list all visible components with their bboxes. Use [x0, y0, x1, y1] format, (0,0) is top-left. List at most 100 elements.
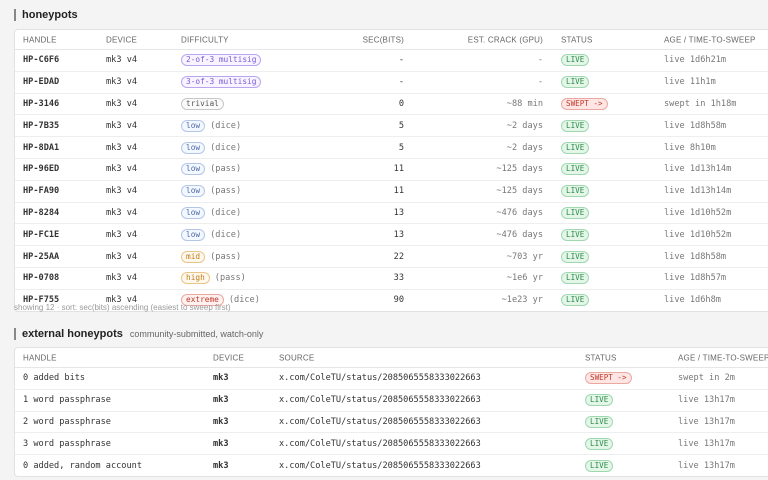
table-row[interactable]: HP-3146 mk3 v4 trivial 0 ~88 min SWEPT -> swep…	[15, 94, 768, 116]
col-sec-bits[interactable]: SEC(BITS)	[362, 35, 404, 44]
table-row[interactable]: 1 word passphrase mk3 x.com/ColeTU/status/…	[15, 390, 768, 412]
row-handle: HP-EDAD	[23, 77, 60, 88]
row-sec-bits: 11	[393, 164, 404, 175]
ext-col-age[interactable]: AGE / TIME-TO-SWEEP	[678, 353, 768, 362]
ext-row-status: LIVE	[585, 415, 614, 428]
ext-row-source-link[interactable]: x.com/ColeTU/status/2085065558333022663	[279, 373, 481, 384]
table-row[interactable]: HP-8DA1 mk3 v4 low (dice) 5 ~2 days LIVE live 8…	[15, 137, 768, 159]
row-age: swept in 1h18m	[664, 98, 737, 109]
ext-col-device[interactable]: DEVICE	[213, 353, 244, 362]
status-badge-live: LIVE	[561, 206, 590, 219]
table-row[interactable]: 0 added, random account mk3 x.com/ColeTU/s…	[15, 455, 768, 476]
row-handle: HP-F755	[23, 295, 60, 306]
row-device: mk3 v4	[106, 295, 138, 306]
table-row[interactable]: HP-F755 mk3 v4 extreme (dice) 90 ~1e23 yr LIVE…	[15, 290, 768, 311]
row-age: live 1d8h57m	[664, 273, 727, 284]
table-row[interactable]: HP-FC1E mk3 v4 low (dice) 13 ~476 days LIVE liv…	[15, 224, 768, 247]
table-row[interactable]: 0 added bits mk3 x.com/ColeTU/status/20850…	[15, 368, 768, 390]
row-age: live 1d8h58m	[664, 251, 727, 262]
row-handle: HP-FC1E	[23, 229, 60, 240]
difficulty-badge: 3-of-3 multisig	[181, 76, 262, 89]
status-badge-live: LIVE	[561, 272, 590, 285]
table-row[interactable]: HP-EDAD mk3 v4 3-of-3 multisig - - LIVE live 1…	[15, 72, 768, 94]
ext-row-source-link[interactable]: x.com/ColeTU/status/2085065558333022663	[279, 395, 481, 406]
ext-row-source-link[interactable]: x.com/ColeTU/status/2085065558333022663	[279, 460, 481, 471]
row-handle: HP-8284	[23, 207, 60, 218]
ext-row-age: live 13h17m	[678, 416, 735, 427]
table-row[interactable]: HP-FA90 mk3 v4 low (pass) 11 ~125 days LIVE liv…	[15, 181, 768, 203]
ext-row-age: live 13h17m	[678, 438, 735, 449]
honeypots-table-body: HP-C6F6 mk3 v4 2-of-3 multisig - - LIVE live 1…	[15, 50, 768, 311]
ext-row-handle: 2 word passphrase	[23, 416, 111, 427]
ext-row-status: LIVE	[585, 394, 614, 407]
external-table-body: 0 added bits mk3 x.com/ColeTU/status/20850…	[15, 368, 768, 476]
difficulty-badge: low	[181, 163, 206, 176]
difficulty-note: (pass)	[214, 273, 246, 284]
difficulty-note: (pass)	[210, 164, 242, 175]
status-badge-swept[interactable]: SWEPT ->	[585, 372, 632, 385]
row-handle: HP-96ED	[23, 164, 60, 175]
external-table: HANDLE DEVICE SOURCE STATUS AGE / TIME-T…	[14, 347, 768, 477]
difficulty-note: (dice)	[210, 142, 242, 153]
external-title: external honeypots	[22, 328, 123, 340]
table-row[interactable]: 3 word passphrase mk3 x.com/ColeTU/status/…	[15, 433, 768, 456]
table-row[interactable]: HP-0708 mk3 v4 high (pass) 33 ~1e6 yr LIVE live…	[15, 268, 768, 290]
table-row[interactable]: HP-8284 mk3 v4 low (dice) 13 ~476 days LIVE liv…	[15, 203, 768, 225]
ext-col-status[interactable]: STATUS	[585, 353, 617, 362]
row-status: LIVE	[561, 119, 590, 132]
col-est-crack[interactable]: EST. CRACK (GPU)	[467, 35, 543, 44]
row-difficulty: 2-of-3 multisig	[181, 54, 262, 67]
ext-row-source-link[interactable]: x.com/ColeTU/status/2085065558333022663	[279, 438, 481, 449]
ext-row-status: LIVE	[585, 459, 614, 472]
status-badge-live: LIVE	[561, 228, 590, 241]
table-row[interactable]: HP-C6F6 mk3 v4 2-of-3 multisig - - LIVE live 1…	[15, 50, 768, 72]
row-status: LIVE	[561, 294, 590, 307]
difficulty-note: (pass)	[210, 186, 242, 197]
difficulty-badge: low	[181, 141, 206, 154]
col-status[interactable]: STATUS	[561, 35, 593, 44]
row-difficulty: low (dice)	[181, 206, 241, 219]
status-badge-live: LIVE	[561, 76, 590, 89]
row-difficulty: high (pass)	[181, 272, 246, 285]
status-badge-swept[interactable]: SWEPT ->	[561, 97, 608, 110]
row-sec-bits: 11	[393, 186, 404, 197]
ext-col-source[interactable]: SOURCE	[279, 353, 315, 362]
col-difficulty[interactable]: DIFFICULTY	[181, 35, 229, 44]
table-row[interactable]: 2 word passphrase mk3 x.com/ColeTU/status/…	[15, 412, 768, 434]
ext-row-source-link[interactable]: x.com/ColeTU/status/2085065558333022663	[279, 416, 481, 427]
row-difficulty: low (pass)	[181, 163, 242, 176]
difficulty-badge: extreme	[181, 294, 224, 307]
col-age[interactable]: AGE / TIME-TO-SWEEP	[664, 35, 756, 44]
difficulty-note: (dice)	[210, 229, 242, 240]
status-badge-live: LIVE	[585, 459, 614, 472]
external-heading: external honeypots community-submitted, …	[14, 328, 263, 340]
row-est-crack: -	[537, 55, 543, 66]
table-row[interactable]: HP-7B35 mk3 v4 low (dice) 5 ~2 days LIVE live 1…	[15, 115, 768, 138]
table-row[interactable]: HP-25AA mk3 v4 mid (pass) 22 ~703 yr LIVE live …	[15, 246, 768, 268]
col-handle[interactable]: HANDLE	[23, 35, 57, 44]
difficulty-badge: trivial	[181, 97, 224, 110]
difficulty-badge: low	[181, 228, 206, 241]
col-device[interactable]: DEVICE	[106, 35, 137, 44]
honeypots-heading: honeypots	[14, 9, 78, 21]
row-sec-bits: 13	[393, 207, 404, 218]
row-age: live 1d6h8m	[664, 295, 721, 306]
row-sec-bits: 0	[398, 98, 404, 109]
row-age: live 1d6h21m	[664, 55, 727, 66]
ext-col-handle[interactable]: HANDLE	[23, 353, 57, 362]
row-difficulty: low (dice)	[181, 228, 242, 241]
ext-row-handle: 0 added bits	[23, 373, 86, 384]
row-age: live 11h1m	[664, 77, 716, 88]
honeypots-table-header: HANDLE DEVICE DIFFICULTY SEC(BITS) EST. …	[15, 30, 768, 50]
status-badge-live: LIVE	[561, 294, 590, 307]
difficulty-note: (dice)	[210, 120, 242, 131]
row-age: live 1d8h58m	[664, 120, 727, 131]
table-row[interactable]: HP-96ED mk3 v4 low (pass) 11 ~125 days LIVE liv…	[15, 159, 768, 181]
difficulty-badge: low	[181, 206, 206, 219]
difficulty-note: (dice)	[228, 295, 260, 306]
row-status: LIVE	[561, 76, 590, 89]
row-device: mk3 v4	[106, 186, 138, 197]
row-handle: HP-C6F6	[23, 55, 60, 66]
ext-row-status: LIVE	[585, 437, 614, 450]
row-est-crack: ~2 days	[506, 142, 543, 153]
